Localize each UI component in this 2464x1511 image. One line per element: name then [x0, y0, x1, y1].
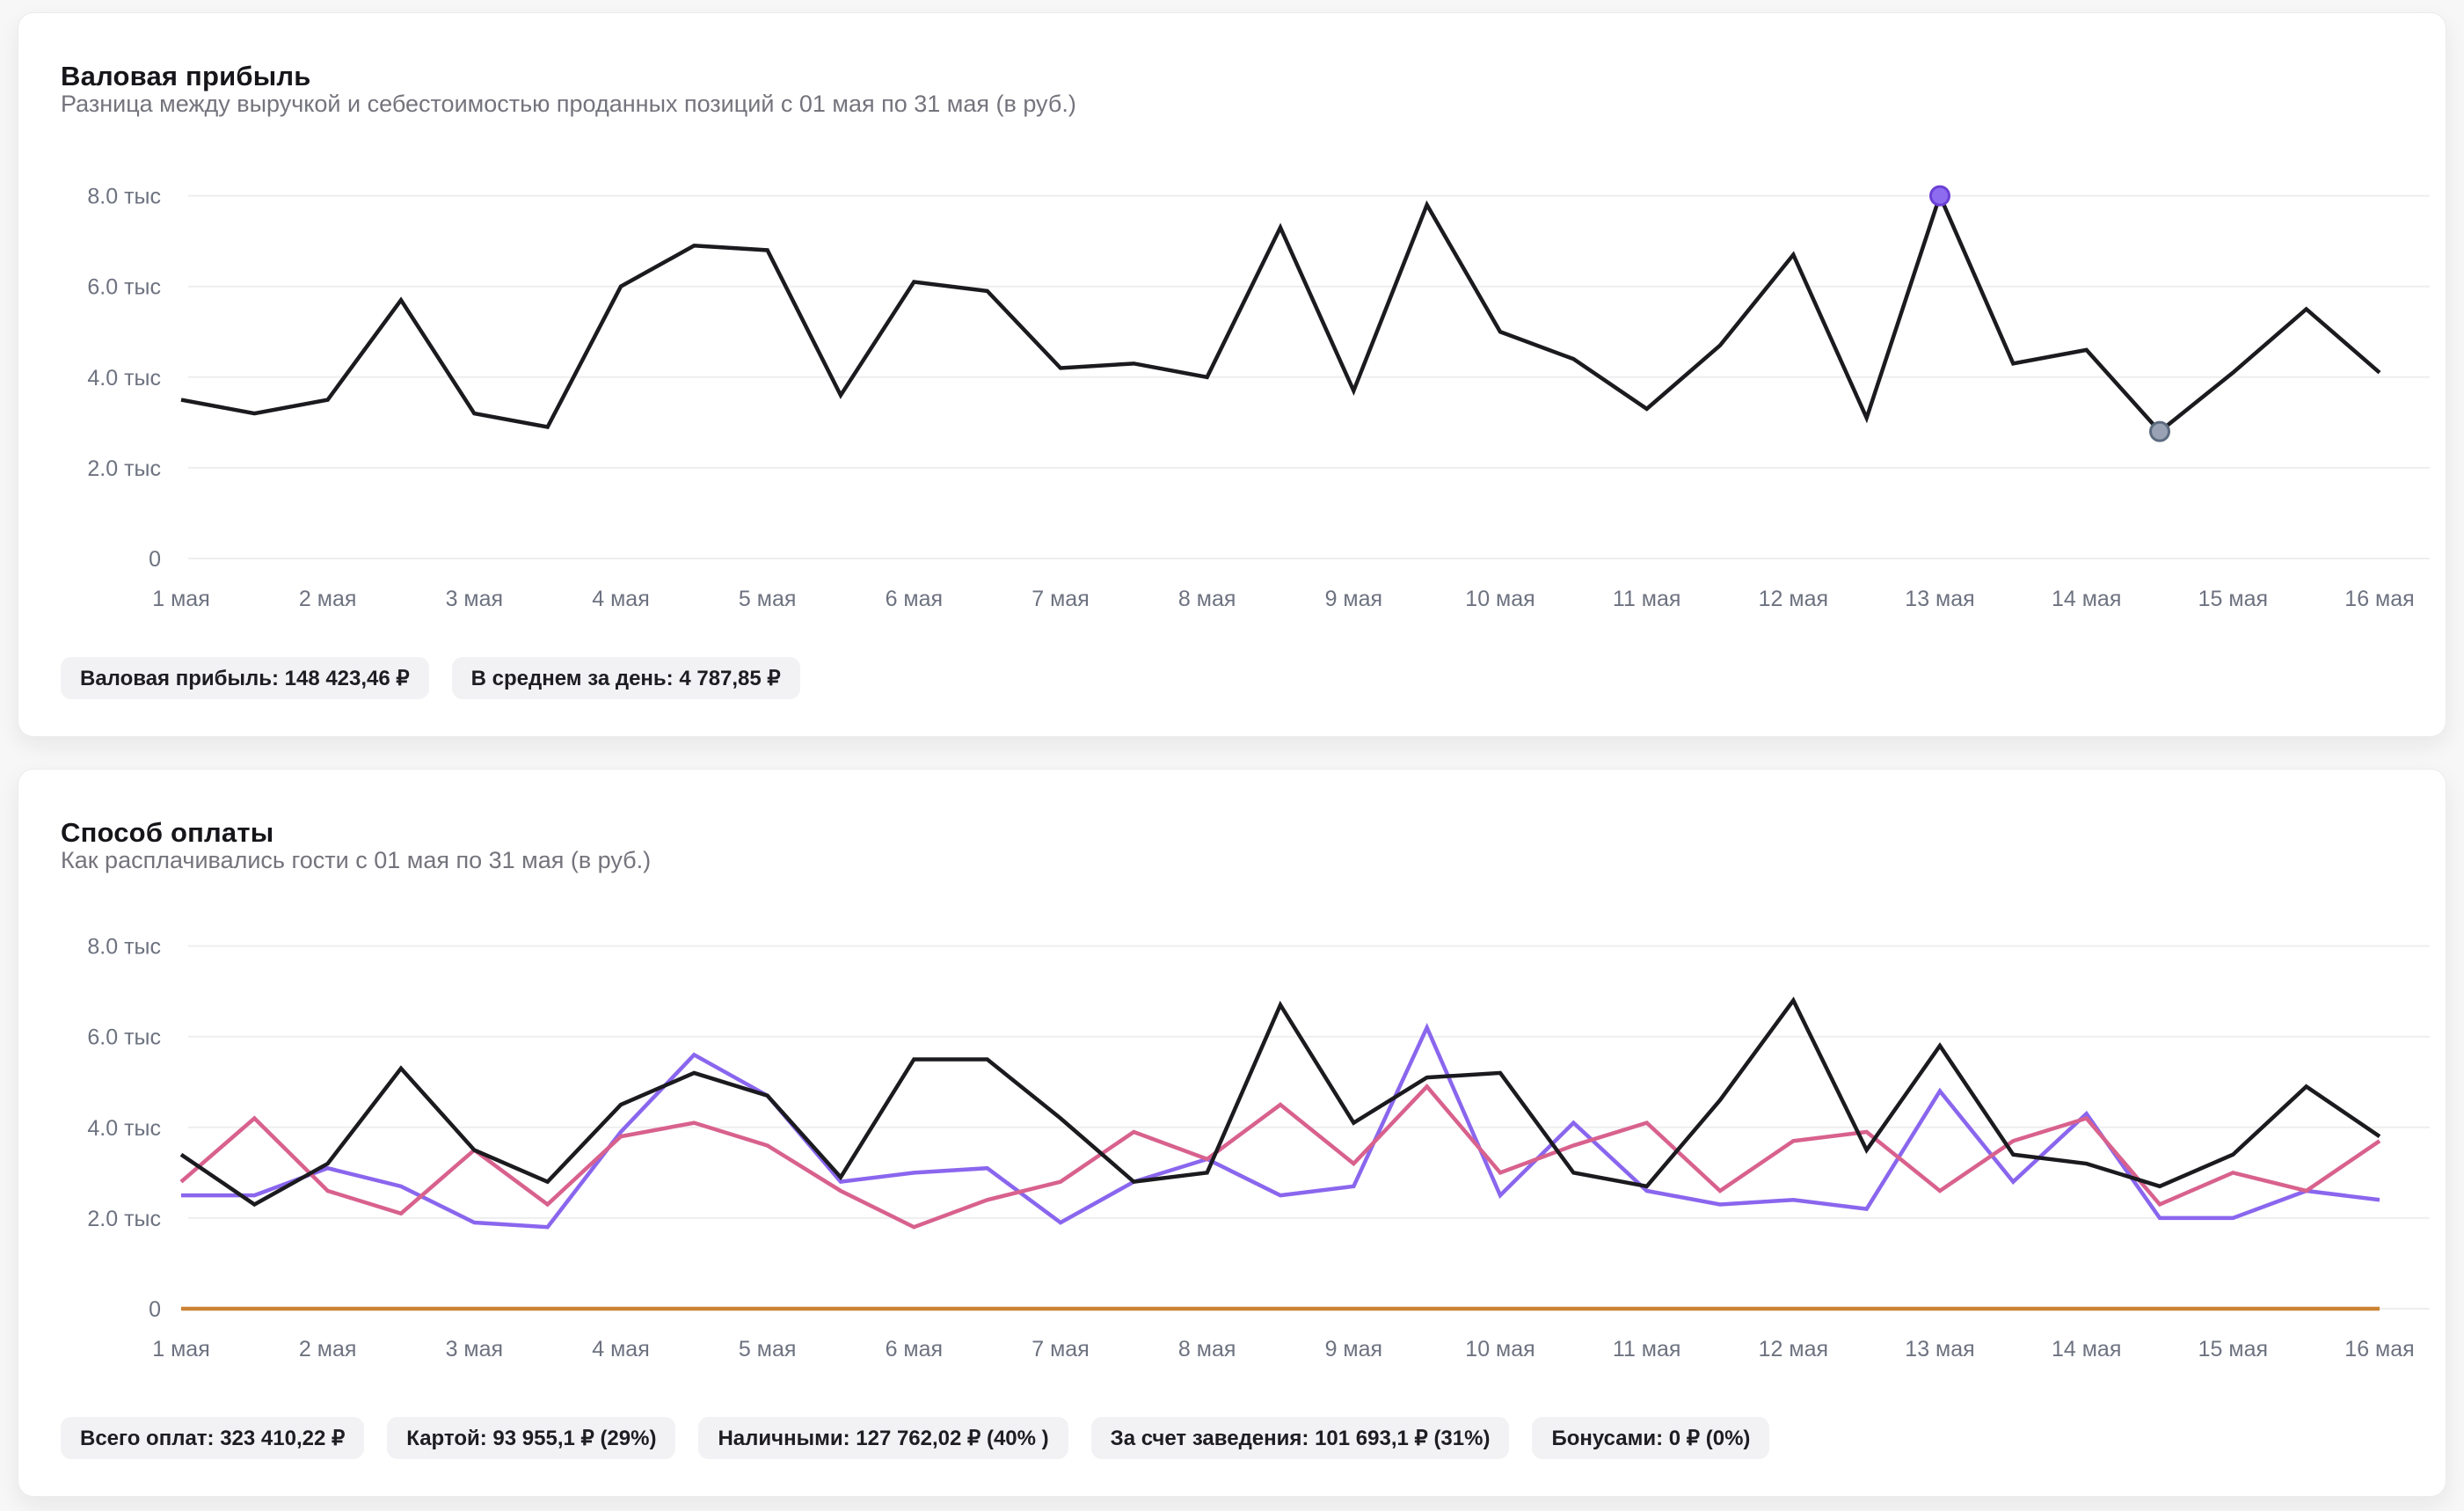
- gross-profit-summary-badges: Валовая прибыль: 148 423,46 ₽ В среднем з…: [61, 657, 800, 699]
- x-axis-label: 16 мая: [2344, 587, 2414, 611]
- gross-profit-chart[interactable]: 8.0 тыс 6.0 тыс 4.0 тыс 2.0 тыс 0 1 мая 2 мая 3…: [18, 13, 2446, 736]
- payment-method-subtitle: Как расплачивались гости с 01 мая по 31 …: [61, 847, 652, 873]
- y-axis-tick: 0: [149, 547, 161, 572]
- x-axis-label: 6 мая: [886, 587, 943, 611]
- y-axis-tick: 4.0 тыс: [87, 366, 161, 391]
- y-axis-tick: 8.0 тыс: [87, 185, 161, 209]
- summary-badge: Всего оплат: 323 410,22 ₽: [61, 1417, 365, 1459]
- payment-method-chart[interactable]: 8.0 тыс 6.0 тыс 4.0 тыс 2.0 тыс 0 1 мая 2 мая 3…: [18, 770, 2446, 1496]
- x-axis-label: 15 мая: [2198, 587, 2268, 611]
- x-axis-label: 15 мая: [2198, 1337, 2268, 1361]
- x-axis-label: 9 мая: [1325, 1337, 1382, 1361]
- x-axis-label: 10 мая: [1465, 587, 1535, 611]
- x-axis-label: 7 мая: [1032, 587, 1089, 611]
- summary-badge: Валовая прибыль: 148 423,46 ₽: [61, 657, 429, 699]
- y-axis-tick: 2.0 тыс: [87, 1207, 161, 1231]
- x-axis-label: 12 мая: [1759, 1337, 1828, 1361]
- series-line-Наличными[interactable]: [179, 996, 2381, 1208]
- payment-method-title: Способ оплаты: [61, 816, 274, 848]
- gross-profit-title: Валовая прибыль: [61, 60, 311, 91]
- x-axis-label: 3 мая: [446, 587, 503, 611]
- x-axis-label: 7 мая: [1032, 1337, 1089, 1361]
- x-axis-label: 11 мая: [1613, 587, 1681, 611]
- summary-badge: Картой: 93 955,1 ₽ (29%): [387, 1417, 676, 1459]
- x-axis-label: 13 мая: [1905, 587, 1974, 611]
- series-line-Валовая прибыль[interactable]: [180, 190, 2381, 434]
- y-axis-tick: 6.0 тыс: [87, 1026, 161, 1050]
- x-axis-label: 4 мая: [592, 587, 649, 611]
- series-line-За счет заведения[interactable]: [179, 1084, 2381, 1230]
- x-axis-label: 2 мая: [299, 587, 356, 611]
- x-axis-label: 4 мая: [592, 1337, 649, 1361]
- x-axis-label: 6 мая: [886, 1337, 943, 1361]
- y-axis-tick: 6.0 тыс: [87, 275, 161, 300]
- gross-profit-subtitle: Разница между выручкой и себестоимостью …: [61, 91, 1076, 117]
- x-axis-label: 1 мая: [152, 1337, 209, 1361]
- x-axis-label: 8 мая: [1178, 1337, 1236, 1361]
- summary-badge: В среднем за день: 4 787,85 ₽: [451, 657, 800, 699]
- x-axis-label: 11 мая: [1613, 1337, 1681, 1361]
- x-axis-label: 14 мая: [2052, 1337, 2121, 1361]
- gross-profit-card: Валовая прибыль Разница между выручкой и…: [18, 12, 2446, 737]
- summary-badge: Наличными: 127 762,02 ₽ (40% ): [698, 1417, 1068, 1459]
- x-axis-label: 12 мая: [1759, 587, 1828, 611]
- y-axis-tick: 0: [149, 1297, 161, 1322]
- x-axis-label: 5 мая: [739, 587, 796, 611]
- payment-method-summary-badges: Всего оплат: 323 410,22 ₽ Картой: 93 955,…: [61, 1417, 1770, 1459]
- x-axis-label: 8 мая: [1178, 587, 1236, 611]
- x-axis-label: 9 мая: [1325, 587, 1382, 611]
- highlight-point[interactable]: [1929, 185, 1950, 207]
- y-axis-tick: 2.0 тыс: [87, 456, 161, 481]
- x-axis-label: 14 мая: [2052, 587, 2121, 611]
- x-axis-label: 1 мая: [152, 587, 209, 611]
- x-axis-label: 3 мая: [446, 1337, 503, 1361]
- highlight-point[interactable]: [2149, 420, 2170, 442]
- summary-badge: За счет заведения: 101 693,1 ₽ (31%): [1090, 1417, 1510, 1459]
- x-axis-label: 13 мая: [1905, 1337, 1974, 1361]
- y-axis-tick: 8.0 тыс: [87, 935, 161, 960]
- x-axis-label: 10 мая: [1465, 1337, 1535, 1361]
- summary-badge: Бонусами: 0 ₽ (0%): [1532, 1417, 1770, 1459]
- y-axis-tick: 4.0 тыс: [87, 1116, 161, 1141]
- x-axis-label: 16 мая: [2344, 1337, 2414, 1361]
- payment-method-card: Способ оплаты Как расплачивались гости с…: [18, 769, 2446, 1497]
- x-axis-label: 5 мая: [739, 1337, 796, 1361]
- x-axis-label: 2 мая: [299, 1337, 356, 1361]
- series-line-Картой[interactable]: [181, 1022, 2380, 1230]
